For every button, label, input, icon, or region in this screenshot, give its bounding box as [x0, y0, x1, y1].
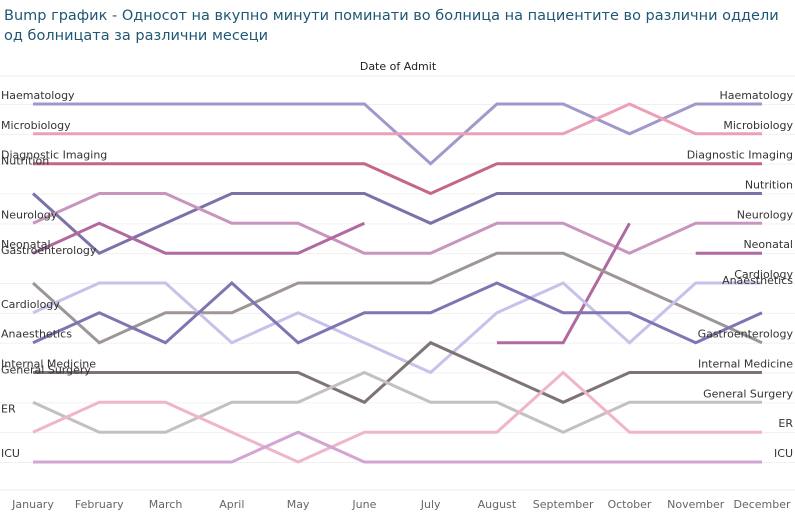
x-tick-label: April: [219, 498, 244, 511]
series-line-general-surgery: [32, 370, 762, 434]
x-tick-label: August: [478, 498, 517, 511]
left-label: ER: [1, 402, 16, 415]
left-label: Diagnostic Imaging: [1, 149, 107, 162]
left-label: Neurology: [1, 208, 58, 221]
right-label: Neonatal: [743, 238, 793, 251]
x-tick-label: July: [420, 498, 441, 511]
series-line-icu: [33, 430, 762, 464]
right-label: ER: [778, 417, 793, 430]
left-labels: Haematology Microbiology Diagnostic Imagin…: [1, 89, 107, 460]
left-label: Gastroenterology: [1, 244, 97, 257]
left-label: Haematology: [1, 89, 75, 102]
left-label: Internal Medicine: [1, 358, 96, 371]
series-lines: [31, 102, 763, 464]
right-label: Gastroenterology: [698, 328, 794, 341]
x-axis-title: Date of Admit: [360, 60, 437, 73]
right-labels: Haematology Microbiology Diagnostic Imagin…: [687, 89, 794, 460]
series-line-internal-medicine: [33, 340, 762, 405]
series-line-er: [32, 370, 762, 464]
series-line-neonatal: [32, 221, 762, 255]
series-line-microbiology: [33, 102, 762, 136]
x-tick-label: May: [287, 498, 310, 511]
x-axis-ticks: January February March April May June July Augu…: [11, 498, 791, 511]
series-line-anaesthetics: [32, 280, 763, 345]
series-line-neonatal: [496, 222, 631, 345]
chart-title: Bump график - Односот на вкупно минути п…: [4, 8, 779, 44]
x-tick-label: January: [11, 498, 54, 511]
left-label: Anaesthetics: [1, 328, 72, 341]
left-label: General Surgery: [1, 363, 91, 376]
right-label: Neurology: [737, 208, 794, 221]
left-label: ICU: [1, 447, 20, 460]
series-line-diagnostic-imaging: [33, 162, 762, 196]
x-tick-label: December: [733, 498, 791, 511]
series-line-nutrition: [31, 192, 762, 255]
right-label: Nutrition: [745, 179, 793, 192]
x-tick-label: March: [149, 498, 183, 511]
right-label: Anaesthetics: [722, 274, 793, 287]
x-tick-label: October: [607, 498, 651, 511]
left-label: Nutrition: [1, 155, 49, 168]
series-line-neurology: [32, 192, 762, 255]
x-tick-label: February: [75, 498, 124, 511]
left-label: Cardiology: [1, 298, 60, 311]
right-label: Haematology: [719, 89, 793, 102]
x-tick-label: September: [533, 498, 594, 511]
right-label: General Surgery: [703, 387, 793, 400]
right-label: Internal Medicine: [698, 358, 793, 371]
right-label: Microbiology: [723, 119, 793, 132]
series-line-cardiology: [32, 281, 762, 375]
x-tick-label: November: [667, 498, 725, 511]
left-label: Microbiology: [1, 119, 71, 132]
right-label: ICU: [774, 447, 793, 460]
left-label: Neonatal: [1, 238, 51, 251]
x-tick-label: June: [351, 498, 376, 511]
right-label: Cardiology: [734, 268, 793, 281]
series-line-gastroenterology: [31, 251, 763, 345]
right-label: Diagnostic Imaging: [687, 149, 793, 162]
